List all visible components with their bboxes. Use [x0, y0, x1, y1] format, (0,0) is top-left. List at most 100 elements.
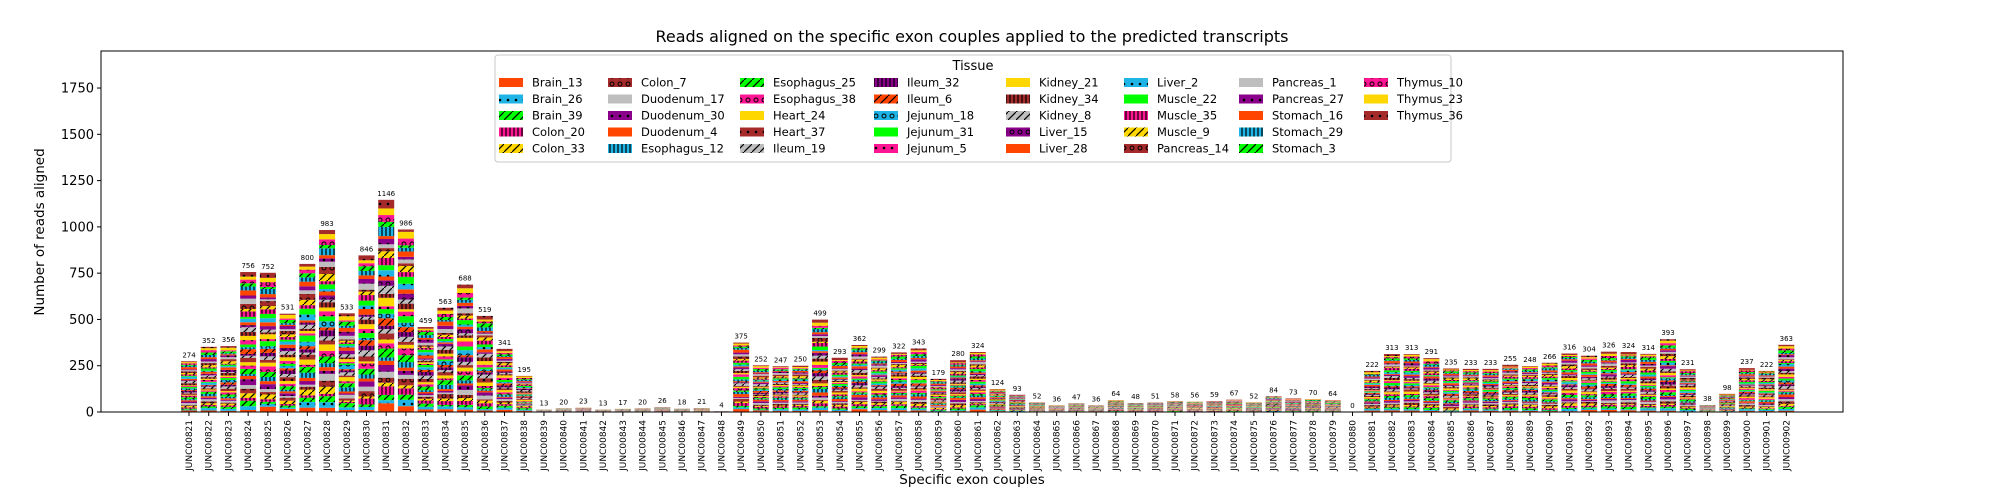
bar-segment: [1541, 396, 1558, 399]
bar-segment: [437, 406, 454, 410]
bar-segment: [259, 322, 276, 327]
x-tick-label: JUNC00896: [1664, 420, 1674, 472]
legend-swatch: [499, 144, 523, 153]
bar-segment: [1521, 384, 1538, 387]
bar-segment: [792, 396, 809, 398]
bar-segment: [1620, 388, 1637, 391]
bar-segment: [1581, 357, 1598, 359]
bar-segment: [457, 335, 474, 338]
legend-label: Liver_2: [1157, 76, 1198, 90]
bar-segment: [969, 409, 986, 412]
bar-segment: [1482, 388, 1499, 390]
bar-segment: [1581, 369, 1598, 371]
bar-segment: [1364, 402, 1381, 404]
bar-segment: [319, 380, 336, 387]
data-label: 73: [1289, 388, 1298, 396]
bar-segment: [1640, 405, 1657, 408]
bar-segment: [812, 383, 829, 387]
bar-segment: [1738, 380, 1755, 382]
bar-segment: [1403, 401, 1420, 403]
bar-segment: [890, 383, 907, 387]
bar-segment: [1521, 378, 1538, 380]
bar-segment: [1778, 357, 1795, 360]
bar-segment: [890, 354, 907, 357]
bar-segment: [792, 388, 809, 391]
bar-segment: [831, 399, 848, 402]
bar-segment: [358, 378, 375, 382]
bar-segment: [259, 299, 276, 302]
bar-segment: [417, 382, 434, 385]
bar-segment: [1738, 402, 1755, 404]
bar-segment: [950, 398, 967, 400]
bar-segment: [812, 370, 829, 374]
bar-segment: [1462, 380, 1479, 382]
bar-segment: [516, 388, 533, 389]
bar-segment: [1541, 388, 1558, 390]
bar-segment: [1462, 385, 1479, 386]
bar-segment: [1738, 369, 1755, 371]
bar-segment: [1482, 407, 1499, 409]
bar-segment: [772, 379, 789, 381]
bar-segment: [1561, 388, 1578, 391]
bar-segment: [812, 387, 829, 389]
bar-segment: [1482, 401, 1499, 404]
bar-segment: [1285, 401, 1302, 403]
bar-segment: [1600, 408, 1617, 410]
bar-segment: [733, 342, 750, 344]
bar-segment: [220, 378, 237, 380]
bar-segment: [890, 391, 907, 393]
bar-segment: [950, 396, 967, 398]
bar-segment: [220, 375, 237, 378]
bar-segment: [279, 370, 296, 374]
bar-segment: [1521, 388, 1538, 389]
bar-segment: [1738, 384, 1755, 386]
bar-segment: [1443, 398, 1460, 400]
bar-segment: [1640, 384, 1657, 386]
bar-segment: [1521, 381, 1538, 382]
bar-JUNC00844: [634, 408, 651, 412]
bar-segment: [1679, 394, 1696, 396]
bar-segment: [1778, 388, 1795, 390]
data-label: 293: [833, 348, 846, 356]
bar-segment: [812, 379, 829, 384]
bar-segment: [1640, 399, 1657, 401]
legend-swatch: [874, 78, 898, 87]
legend-label: Muscle_22: [1157, 92, 1217, 106]
bar-segment: [299, 384, 316, 387]
bar-segment: [1738, 405, 1755, 407]
bar-segment: [397, 374, 414, 379]
bar-segment: [279, 404, 296, 406]
bar-segment: [358, 295, 375, 301]
bar-segment: [1443, 392, 1460, 394]
bar-segment: [476, 406, 493, 410]
bar-segment: [476, 409, 493, 411]
x-tick-label: JUNC00836: [481, 420, 491, 472]
bar-segment: [831, 404, 848, 407]
bar-segment: [378, 394, 395, 401]
bar-segment: [1403, 377, 1420, 380]
bar-segment: [969, 356, 986, 359]
bar-segment: [871, 388, 888, 391]
bar-segment: [1541, 404, 1558, 407]
bar-segment: [181, 378, 197, 381]
bar-segment: [1423, 404, 1440, 406]
bar-JUNC00857: [890, 352, 907, 412]
bar-segment: [792, 406, 809, 408]
bar-segment: [496, 367, 513, 370]
bar-segment: [437, 360, 454, 365]
bar-segment: [851, 383, 868, 386]
bar-segment: [338, 335, 355, 340]
legend-label: Stomach_16: [1272, 109, 1343, 123]
bar-segment: [1403, 382, 1420, 384]
bar-segment: [1383, 377, 1400, 381]
bar-segment: [733, 376, 750, 380]
bar-segment: [1383, 368, 1400, 371]
bar-segment: [1443, 383, 1460, 386]
bar-segment: [1620, 386, 1637, 388]
bar-segment: [930, 383, 947, 385]
bar-segment: [1581, 399, 1598, 402]
bar-segment: [397, 355, 414, 363]
bar-segment: [812, 400, 829, 404]
bar-segment: [1403, 372, 1420, 375]
data-label: 299: [873, 347, 886, 355]
